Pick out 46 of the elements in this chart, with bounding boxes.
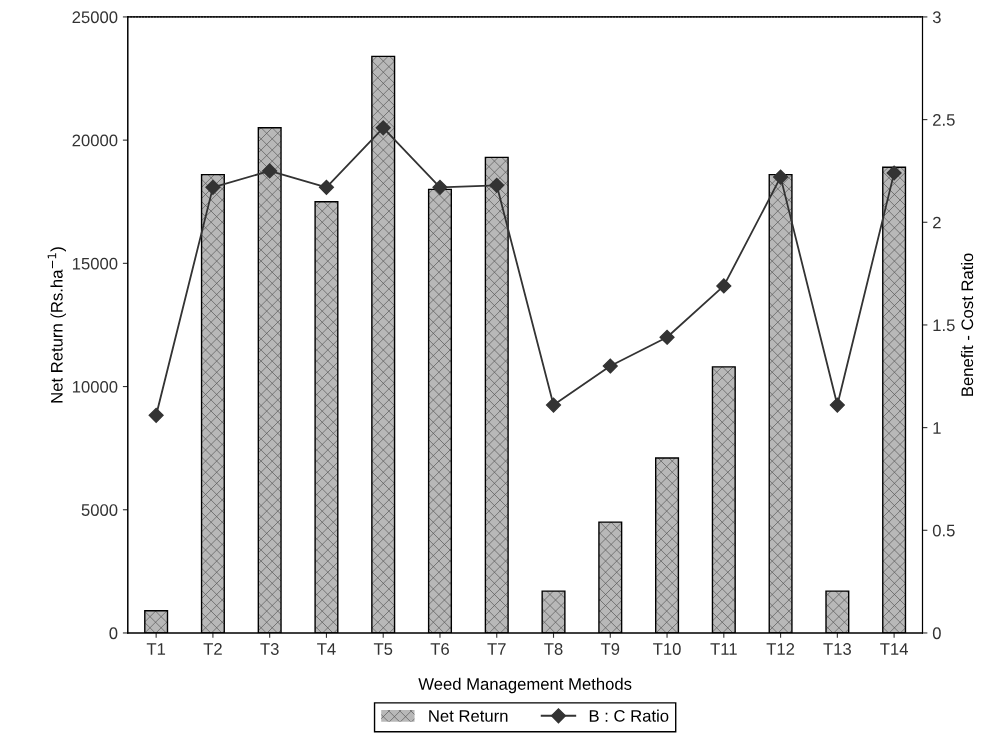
point <box>205 179 221 195</box>
point <box>659 329 675 345</box>
x-tick-label: T10 <box>653 643 681 655</box>
y-tick-label: 15000 <box>72 257 118 270</box>
x-tick-label: T2 <box>203 643 222 655</box>
x-tick-label: T1 <box>146 643 166 655</box>
point <box>886 165 902 181</box>
x-tick-label: T7 <box>487 643 506 655</box>
y-tick-label: 20000 <box>72 134 118 147</box>
point <box>489 177 505 193</box>
y2-tick-label: 1.5 <box>933 319 955 332</box>
point <box>148 407 164 423</box>
x-tick-label: T5 <box>373 643 393 655</box>
x-tick-label: T6 <box>430 643 449 655</box>
x-tick-label: T8 <box>544 643 563 655</box>
y2-tick-label: 3 <box>932 11 941 24</box>
point <box>829 397 845 413</box>
y2-tick-label: 0 <box>932 627 941 640</box>
y-axis-title: Net Return (Rs.ha$^{−1}$) <box>47 247 66 403</box>
point <box>773 169 789 185</box>
y2-tick-label: 0.5 <box>932 524 955 537</box>
y-tick-label: 25000 <box>72 11 118 24</box>
point <box>545 397 562 413</box>
y2-tick-label: 2 <box>933 216 941 229</box>
legend-label: B : C Ratio <box>589 709 669 722</box>
x-tick-label: T4 <box>317 643 336 655</box>
point <box>602 358 618 374</box>
y-tick-label: 10000 <box>72 380 118 393</box>
x-tick-label: T9 <box>600 643 620 655</box>
point <box>318 179 335 195</box>
point <box>716 278 732 294</box>
x-tick-label: T12 <box>766 643 795 655</box>
point <box>375 120 391 136</box>
x-axis-title: Weed Management Methods <box>418 677 632 694</box>
legend-label: Net Return <box>429 710 508 722</box>
point <box>262 163 278 179</box>
y2-tick-label: 1 <box>933 422 941 434</box>
x-tick-label: T14 <box>880 643 908 655</box>
x-tick-label: T11 <box>710 643 737 655</box>
point <box>432 179 448 195</box>
x-tick-label: T13 <box>823 643 851 655</box>
y2-axis-title: Benefit - Cost Ratio <box>960 253 974 396</box>
y-tick-label: 5000 <box>81 504 118 516</box>
y-tick-label: 0 <box>109 627 118 640</box>
x-tick-label: T3 <box>260 643 279 655</box>
y2-tick-label: 2.5 <box>933 114 955 126</box>
